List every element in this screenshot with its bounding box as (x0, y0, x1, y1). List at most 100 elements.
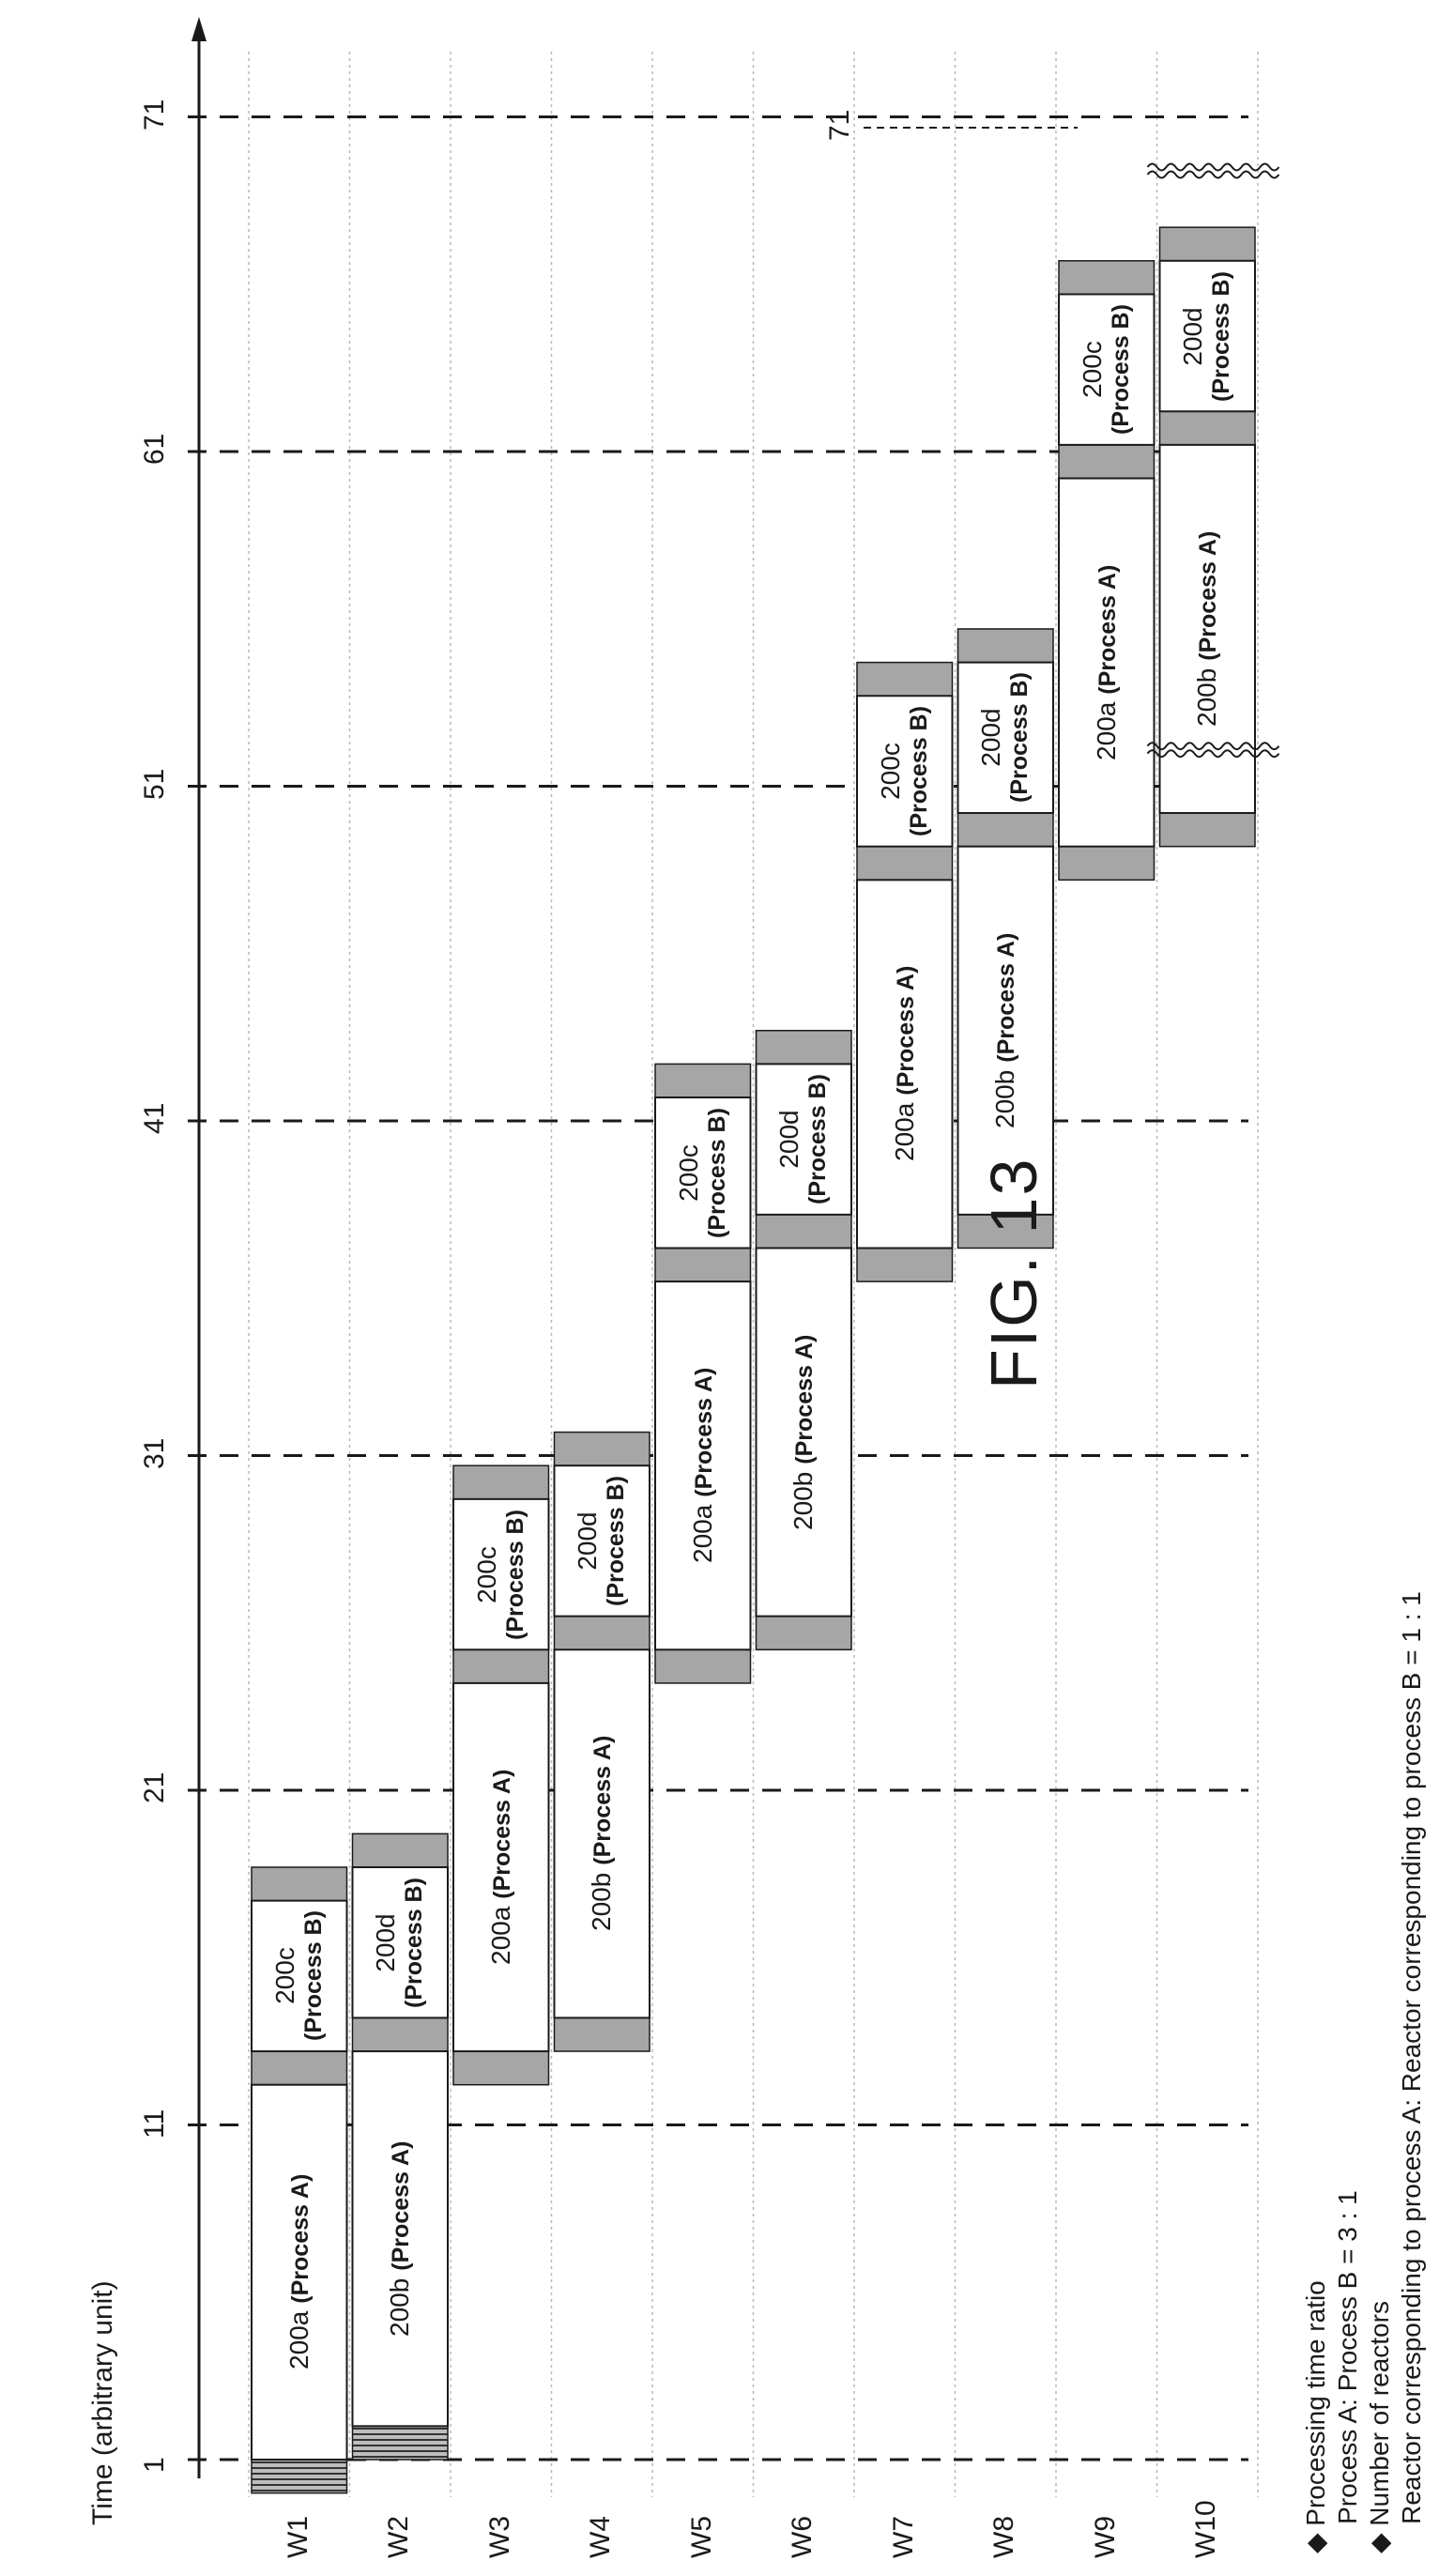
block-reactor-id: 200d (774, 1110, 804, 1169)
transfer-segment (351, 1832, 449, 1868)
note-number-of-reactors: Number of reactors (1365, 2301, 1394, 2526)
block-reactor-id: 200c (673, 1143, 703, 1202)
reference-71-label: 71 (824, 109, 855, 141)
wafer-label-w4: W4 (585, 2516, 617, 2558)
block-process-name: (Process B) (603, 1475, 630, 1606)
wafer-label-w8: W8 (988, 2516, 1020, 2558)
process-block (755, 1247, 852, 1618)
process-block (957, 661, 1054, 815)
time-tick-label: 1 (139, 2457, 170, 2473)
process-block (755, 1063, 852, 1216)
process-block-label: 200b (Process A) (385, 2140, 415, 2337)
break-mark-upper-2 (1146, 170, 1280, 179)
process-block (856, 879, 954, 1250)
transfer-segment (957, 812, 1054, 848)
process-block-label: 200a (Process A) (283, 2174, 314, 2370)
transfer-segment (856, 661, 954, 697)
block-process-name: (Process B) (804, 1074, 832, 1205)
process-block-label: 200c (Process B) (1077, 304, 1135, 436)
note-processing-time-ratio: Processing time ratio (1301, 2280, 1330, 2526)
process-block (452, 1681, 550, 2053)
process-block-label: 200c (Process B) (876, 706, 933, 836)
process-block (654, 1280, 752, 1651)
block-process-name: (Process A) (791, 1334, 819, 1464)
process-block-label: 200b (Process A) (990, 932, 1020, 1127)
process-block (553, 1464, 650, 1618)
block-process-name: (Process A) (1195, 530, 1222, 661)
transfer-segment (856, 845, 954, 882)
transfer-segment (553, 1615, 650, 1651)
process-block-label: 200a (Process A) (1092, 564, 1121, 759)
block-process-name: (Process A) (388, 2140, 415, 2271)
wafer-label-w2: W2 (383, 2516, 415, 2558)
process-block (856, 695, 954, 848)
block-process-name: (Process B) (401, 1877, 428, 2008)
transfer-segment (251, 1866, 348, 1902)
transfer-segment (1158, 812, 1256, 848)
process-block-label: 200d (Process B) (1178, 271, 1235, 402)
load-segment-hatched (351, 2425, 449, 2461)
wafer-label-w7: W7 (887, 2516, 919, 2558)
transfer-segment (452, 1464, 550, 1500)
note-reactor-ratio: Reactor corresponding to process A: Reac… (1397, 1591, 1426, 2524)
transfer-segment (654, 1648, 752, 1684)
time-tick-label: 21 (139, 1771, 170, 1803)
process-block-label: 200b (Process A) (1192, 530, 1222, 727)
process-block-label: 200d (Process B) (976, 672, 1033, 804)
transfer-segment (856, 1247, 954, 1282)
break-mark-upper (1146, 162, 1280, 172)
process-block (351, 1865, 449, 2019)
note-bullet-1: ◆ Processing time ratio (1301, 2280, 1330, 2553)
block-process-name: (Process B) (703, 1107, 730, 1238)
transfer-segment (452, 2050, 550, 2086)
transfer-segment (351, 2016, 449, 2052)
process-block-label: 200c (Process B) (471, 1509, 529, 1640)
block-reactor-id: 200c (269, 1947, 299, 2005)
transfer-segment (654, 1247, 752, 1282)
process-block (251, 2083, 348, 2461)
notes: ◆ Processing time ratio Process A: Proce… (1300, 1591, 1428, 2553)
block-reactor-id: 200a (687, 1504, 717, 1564)
process-block-label: 200d (Process B) (371, 1877, 428, 2008)
block-reactor-id: 200c (471, 1545, 501, 1603)
block-process-name: (Process B) (501, 1509, 528, 1640)
block-reactor-id: 200b (1192, 667, 1222, 727)
block-reactor-id: 200d (976, 708, 1006, 767)
time-tick-label: 31 (139, 1437, 170, 1469)
transfer-segment (654, 1063, 752, 1098)
process-block (452, 1497, 550, 1651)
note-line-1: Process A: Process B = 3 : 1 (1332, 1591, 1364, 2553)
block-process-name: (Process B) (905, 706, 932, 836)
block-process-name: (Process A) (993, 932, 1020, 1063)
time-tick-label: 51 (139, 768, 170, 800)
block-process-name: (Process A) (286, 2174, 314, 2305)
process-block (1058, 293, 1156, 446)
break-mark-lower (1146, 742, 1280, 751)
wafer-label-w3: W3 (483, 2516, 515, 2558)
note-bullet-2: ◆ Number of reactors (1365, 2301, 1394, 2553)
process-block-label: 200c (Process B) (673, 1107, 731, 1238)
block-process-name: (Process B) (1107, 304, 1134, 436)
block-process-name: (Process A) (1094, 564, 1121, 695)
process-block (351, 2050, 449, 2428)
time-tick-label: 71 (139, 99, 170, 130)
wafer-label-w5: W5 (685, 2516, 717, 2558)
time-axis-arrowhead (191, 17, 207, 41)
axis-title: Time (arbitrary unit) (87, 2280, 118, 2525)
wafer-label-w10: W10 (1190, 2500, 1222, 2558)
process-block (1158, 259, 1256, 413)
process-block (251, 1899, 348, 2053)
block-reactor-id: 200c (1077, 341, 1107, 399)
process-block-label: 200b (Process A) (587, 1736, 617, 1932)
block-reactor-id: 200b (385, 2277, 415, 2337)
figure-title: FIG. 13 (977, 1157, 1050, 1389)
block-process-name: (Process B) (299, 1910, 327, 2042)
transfer-segment (1058, 444, 1156, 480)
block-reactor-id: 200a (485, 1906, 515, 1965)
block-reactor-id: 200a (283, 2311, 314, 2370)
wafer-label-w1: W1 (282, 2516, 314, 2558)
block-reactor-id: 200b (587, 1873, 617, 1932)
block-process-name: (Process B) (1006, 672, 1033, 804)
